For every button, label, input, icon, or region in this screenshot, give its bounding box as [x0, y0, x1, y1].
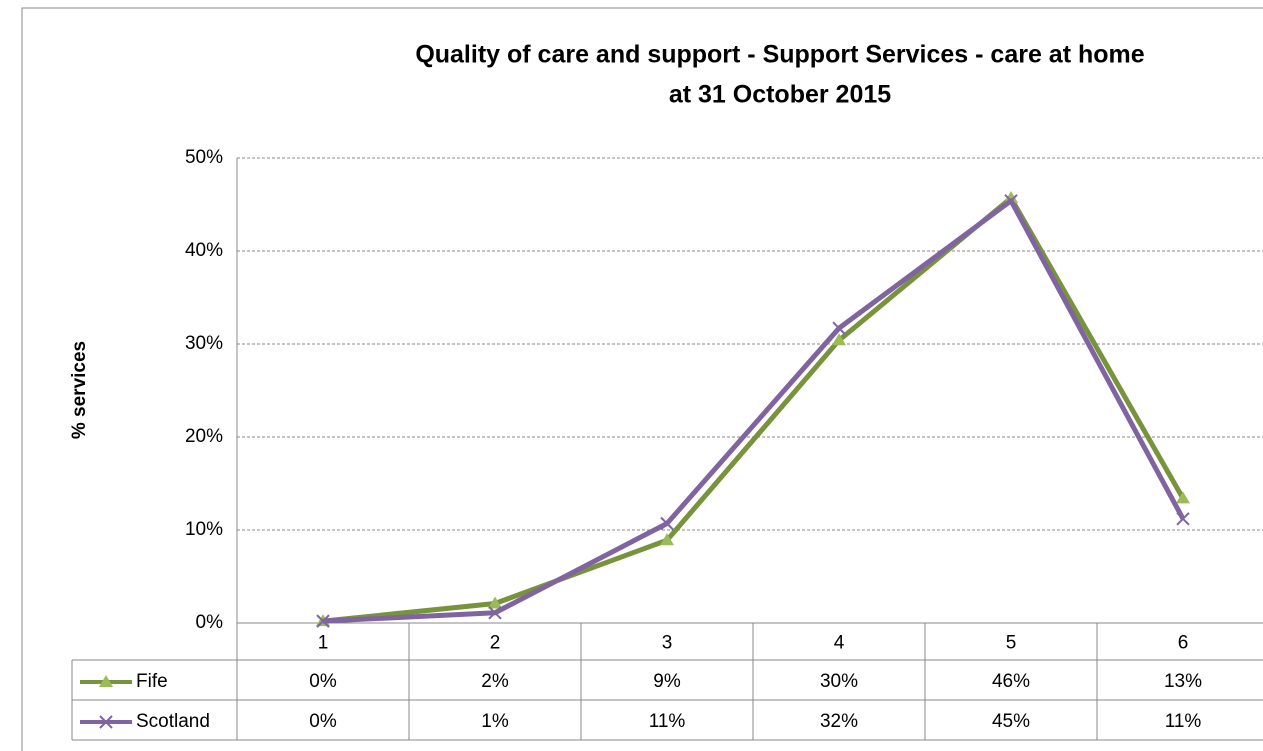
table-value: 46% [992, 671, 1030, 692]
point-marker [1176, 512, 1190, 526]
table-value: 2% [481, 671, 509, 692]
point-marker [660, 516, 674, 531]
table-value: 30% [820, 671, 858, 692]
y-tick-label: 20% [185, 426, 223, 447]
point-marker [660, 533, 674, 546]
x-tick-label: 4 [834, 633, 845, 654]
y-axis-title: % services [69, 341, 90, 439]
series-line [322, 195, 1186, 624]
table-value: 0% [309, 711, 337, 732]
table-value: 1% [481, 711, 509, 732]
x-tick-label: 2 [490, 633, 501, 654]
legend-label: Fife [136, 671, 168, 692]
point-marker [832, 321, 846, 335]
table-value: 13% [1164, 671, 1202, 692]
chart-border [21, 7, 1263, 751]
point-marker [1176, 491, 1190, 504]
y-tick-label: 40% [185, 240, 223, 261]
series-line [322, 198, 1186, 624]
table-value: 11% [1165, 711, 1202, 732]
y-tick-label: 0% [196, 612, 224, 633]
table-value: 0% [309, 671, 337, 692]
point-marker [316, 614, 330, 628]
legend-marker [99, 675, 113, 687]
x-tick-label: 5 [1006, 633, 1017, 654]
chart-title: Quality of care and support - Support Se… [415, 41, 1144, 69]
table-value: 11% [649, 711, 686, 732]
point-marker [1004, 194, 1018, 208]
table-value: 9% [653, 671, 681, 692]
legend-marker [99, 715, 113, 729]
y-tick-label: 30% [185, 333, 223, 354]
point-marker [488, 606, 502, 620]
x-tick-label: 3 [662, 633, 673, 654]
chart-title: at 31 October 2015 [669, 81, 891, 109]
point-marker [832, 333, 846, 346]
legend-label: Scotland [136, 711, 210, 732]
x-tick-label: 1 [318, 633, 329, 654]
point-marker [1004, 190, 1018, 203]
table-value: 32% [820, 711, 858, 732]
point-marker [488, 596, 502, 609]
y-tick-label: 10% [185, 519, 223, 540]
x-tick-label: 6 [1178, 633, 1189, 654]
table-value: 45% [992, 711, 1030, 732]
y-tick-label: 50% [185, 147, 223, 168]
